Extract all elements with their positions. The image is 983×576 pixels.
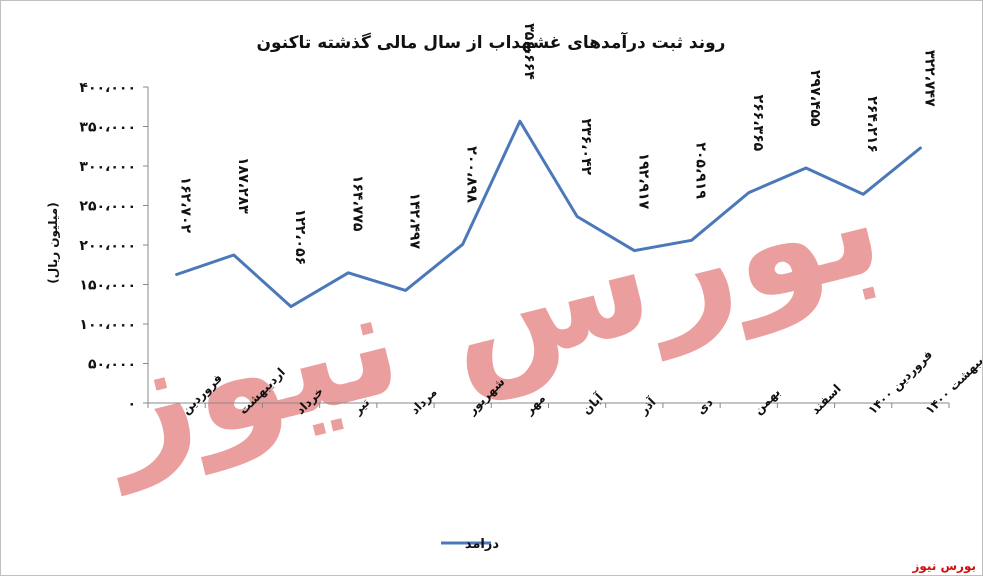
data-label: ۱۹۲،۹۱۷: [635, 153, 651, 210]
data-labels: ۱۶۲،۷۰۲ ۱۸۷،۲۸۳ ۱۲۲،۰۵۶ ۱۶۴،۷۷۵ ۱۴۲،۴۹۷ ۲۰۰،۸…: [178, 23, 938, 265]
y-tick-label: ۳۰۰،۰۰۰: [79, 159, 136, 175]
series-group: [175, 119, 922, 309]
x-tick-label: مهر: [521, 391, 548, 418]
x-tick-label: اردیبهشت ۱۴۰۰: [923, 342, 982, 418]
series-line: [175, 119, 922, 309]
x-tick-label: اسفند: [808, 381, 844, 417]
data-label: ۲۹۷،۴۵۵: [807, 70, 823, 127]
y-tick-label: ۱۰۰،۰۰۰: [79, 317, 136, 333]
data-label: ۱۸۷،۲۸۳: [235, 157, 251, 214]
y-tick-label: ۱۵۰،۰۰۰: [79, 278, 136, 294]
chart-title: روند ثبت درآمدهای غشهداب از سال مالی گذش…: [257, 31, 726, 53]
y-ticks: ۰ ۵۰،۰۰۰ ۱۰۰،۰۰۰ ۱۵۰،۰۰۰ ۲۰۰،۰۰۰ ۲۵۰،۰۰۰ ۳۰۰،۰…: [79, 80, 148, 412]
data-label: ۲۰۵،۹۱۹: [693, 142, 709, 199]
data-label: ۲۰۰،۸۹۸: [464, 146, 480, 203]
y-tick-label: ۲۵۰،۰۰۰: [79, 199, 136, 215]
y-axis-label: (میلیون ریال): [46, 202, 61, 283]
legend-label: درامد: [465, 537, 499, 552]
data-label: ۳۲۲،۷۴۷: [921, 50, 937, 107]
data-label: ۲۳۶،۰۴۲: [578, 119, 594, 176]
y-tick-label: ۲۰۰،۰۰۰: [79, 238, 136, 254]
y-tick-label: ۴۰۰،۰۰۰: [79, 80, 136, 96]
data-label: ۱۶۲،۷۰۲: [178, 176, 194, 233]
data-label: ۲۶۴،۲۱۶: [864, 96, 880, 153]
x-tick-label: دی: [694, 395, 716, 417]
data-label: ۱۴۲،۴۹۷: [406, 192, 422, 249]
data-label: ۲۶۶،۳۶۵: [750, 95, 766, 152]
data-label: ۳۵۶،۶۶۴: [521, 23, 537, 80]
y-tick-label: ۳۵۰،۰۰۰: [79, 120, 136, 136]
y-tick-label: ۰: [127, 396, 136, 412]
y-tick-label: ۵۰،۰۰۰: [88, 357, 136, 373]
data-label: ۱۲۲،۰۵۶: [292, 209, 308, 266]
data-label: ۱۶۴،۷۷۵: [349, 175, 365, 232]
x-tick-label: بهمن: [751, 385, 783, 417]
site-logo: بورس نیوز: [912, 559, 976, 573]
x-tick-label: آبان: [579, 389, 607, 417]
legend: درامد: [441, 537, 499, 552]
x-tick-label: آذر: [635, 394, 659, 418]
